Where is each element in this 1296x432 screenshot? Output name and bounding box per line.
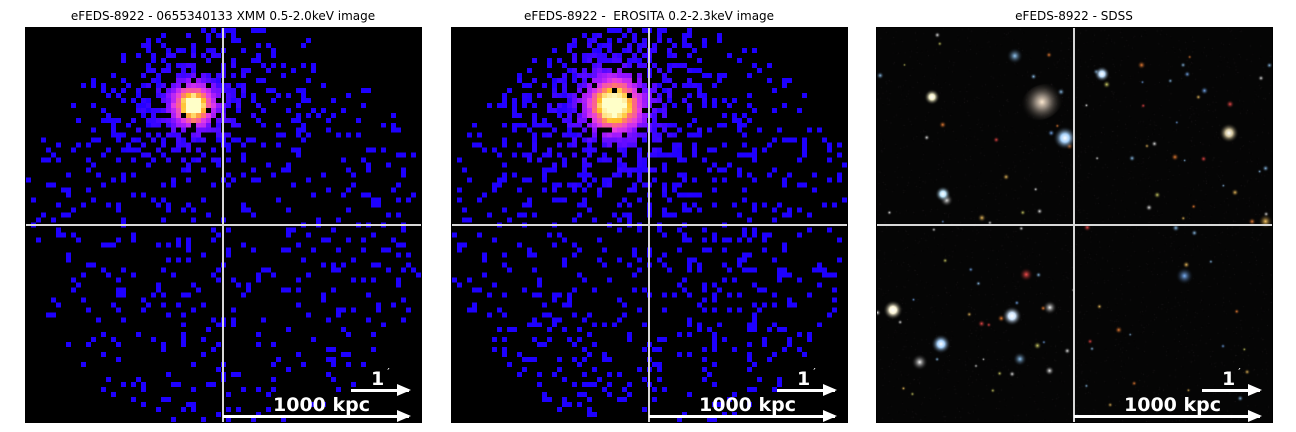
scale-arcmin-label: 1 ′ [1222, 366, 1241, 390]
crosshair-horizontal [877, 224, 1272, 226]
scale-kpc-label: 1000 kpc [1124, 394, 1221, 416]
scale-kpc-label: 1000 kpc [699, 394, 796, 416]
scale-arcmin-label: 1 ′ [797, 366, 816, 390]
crosshair-horizontal [452, 224, 847, 226]
erosita-panel-title: eFEDS-8922 - EROSITA 0.2-2.3keV image [523, 9, 775, 23]
xmm-panel: eFEDS-8922 - 0655340133 XMM 0.5-2.0keV i… [25, 0, 422, 432]
scale-kpc-arrow [649, 410, 837, 422]
scale-arcmin-arrow [1202, 384, 1262, 396]
xmm-image: 1 ′ 1000 kpc [25, 27, 422, 423]
erosita-panel: eFEDS-8922 - EROSITA 0.2-2.3keV image 1 ′… [451, 0, 848, 432]
xmm-panel-title: eFEDS-8922 - 0655340133 XMM 0.5-2.0keV i… [70, 9, 376, 23]
scale-kpc-arrow [223, 410, 411, 422]
scale-arcmin-arrow [351, 384, 411, 396]
scale-kpc-label: 1000 kpc [273, 394, 370, 416]
erosita-image: 1 ′ 1000 kpc [451, 27, 848, 423]
sdss-image: 1 ′ 1000 kpc [876, 27, 1273, 423]
sdss-panel-title: eFEDS-8922 - SDSS [1015, 9, 1133, 23]
sdss-panel: eFEDS-8922 - SDSS 1 ′ 1000 kpc [876, 0, 1273, 432]
scale-kpc-arrow [1074, 410, 1262, 422]
scale-arcmin-label: 1 ′ [371, 366, 390, 390]
scale-arcmin-arrow [777, 384, 837, 396]
crosshair-horizontal [26, 224, 421, 226]
